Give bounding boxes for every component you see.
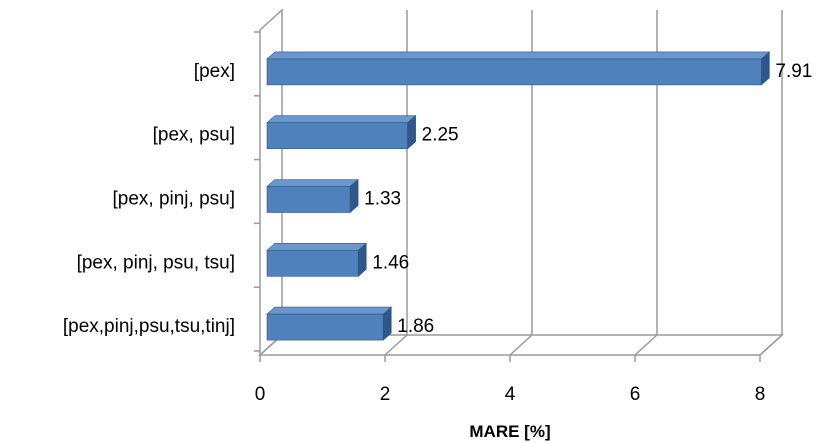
x-tick-label: 6 bbox=[630, 384, 641, 405]
category-label: [pex, psu] bbox=[153, 125, 235, 146]
floor-gridline bbox=[759, 334, 783, 356]
data-label: 7.91 bbox=[775, 61, 812, 82]
bar bbox=[266, 186, 351, 213]
x-tick-label: 4 bbox=[505, 384, 516, 405]
bar-top bbox=[266, 115, 417, 123]
bar-side bbox=[407, 115, 416, 150]
bar-top bbox=[266, 51, 771, 60]
bar-top bbox=[266, 306, 393, 315]
data-label: 1.46 bbox=[372, 252, 409, 273]
x-tick-label: 2 bbox=[380, 384, 391, 405]
bar-top bbox=[266, 243, 368, 251]
category-label: [pex, pinj, psu] bbox=[112, 189, 235, 210]
data-label: 1.86 bbox=[397, 316, 434, 337]
category-label: [pex,pinj,psu,tsu,tinj] bbox=[63, 316, 235, 337]
floor-gridline bbox=[634, 334, 658, 356]
bar bbox=[266, 250, 359, 277]
data-label: 1.33 bbox=[364, 189, 401, 210]
x-axis-title: MARE [%] bbox=[469, 422, 550, 441]
bar-side bbox=[761, 51, 770, 86]
bar-side bbox=[357, 242, 367, 277]
category-label: [pex] bbox=[194, 61, 235, 82]
bar bbox=[266, 313, 384, 341]
bar bbox=[266, 58, 762, 86]
x-tick-label: 8 bbox=[755, 384, 766, 405]
floor-gridline bbox=[509, 334, 533, 356]
x-tick-label: 0 bbox=[255, 384, 266, 405]
bar bbox=[266, 122, 408, 149]
floor-gridline bbox=[384, 334, 408, 356]
bar-top bbox=[266, 179, 359, 187]
bar-side bbox=[349, 178, 359, 214]
data-label: 2.25 bbox=[422, 125, 459, 146]
bar-side bbox=[382, 306, 392, 341]
category-label: [pex, pinj, psu, tsu] bbox=[77, 252, 235, 273]
